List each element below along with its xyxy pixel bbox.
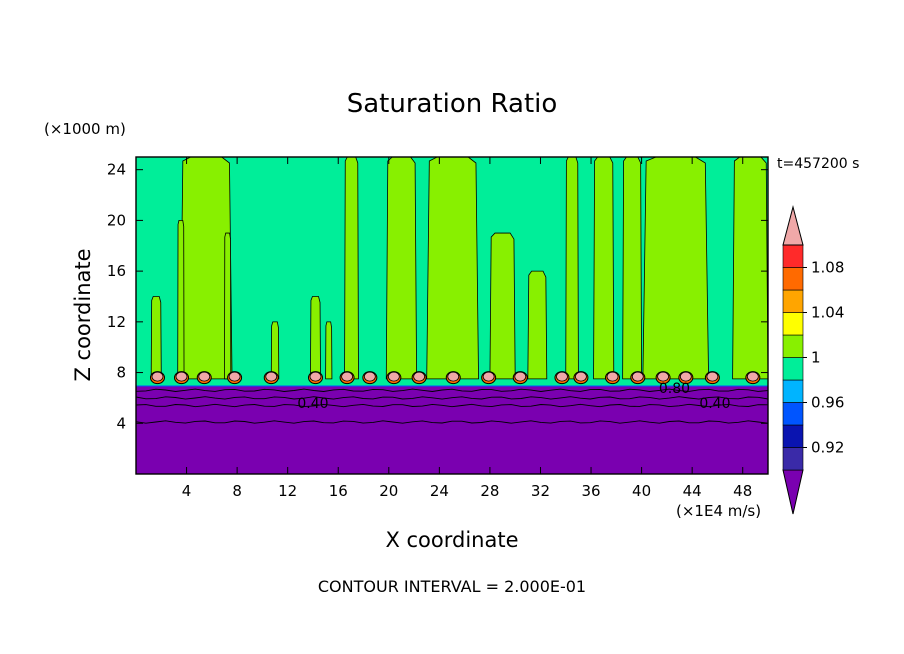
supersaturated-column (732, 157, 768, 380)
colorbar-segment (782, 402, 804, 426)
contour-label: 0.80 (659, 381, 690, 397)
colorbar-label: 1 (811, 349, 821, 367)
chart-title: Saturation Ratio (347, 89, 558, 119)
contour-label: 0.40 (699, 396, 730, 412)
y-tick-label: 16 (107, 262, 126, 280)
colorbar-segment (782, 447, 804, 471)
contour-line (136, 388, 768, 392)
x-tick-label: 8 (232, 482, 242, 500)
colorbar-segment (782, 334, 804, 358)
supersaturated-column (385, 157, 418, 380)
y-tick-label: 12 (107, 313, 126, 331)
cloud-blob-core (198, 371, 211, 382)
x-axis-label: X coordinate (385, 528, 518, 552)
contour-line (136, 420, 768, 424)
plot-frame (135, 156, 769, 475)
x-tick-label: 28 (480, 482, 499, 500)
colorbar-segment (782, 379, 804, 403)
x-tick-label: 12 (278, 482, 297, 500)
colorbar-segment (782, 244, 804, 268)
contour-interval-footer: CONTOUR INTERVAL = 2.000E-01 (318, 577, 586, 596)
x-tick-label: 36 (581, 482, 600, 500)
contour-line (136, 403, 768, 408)
y-tick-label: 24 (107, 161, 126, 179)
cloud-blob-core (309, 371, 322, 382)
x-tick-label: 48 (733, 482, 752, 500)
supersaturated-column (642, 157, 709, 380)
cloud-blob-core (657, 371, 669, 382)
cloud-blob-core (679, 371, 692, 382)
cloud-blob-core (606, 371, 619, 382)
colorbar-max-arrow (782, 205, 804, 246)
supersaturated-column (310, 296, 321, 380)
supersaturated-column (224, 232, 232, 380)
colorbar-segment (782, 312, 804, 336)
time-label: t=457200 s (777, 156, 859, 172)
y-tick-label: 4 (116, 414, 126, 432)
supersaturated-column (344, 157, 359, 380)
colorbar-label: 1.08 (811, 259, 844, 277)
x-tick-label: 40 (632, 482, 651, 500)
supersaturated-column (527, 270, 548, 380)
y-tick-label: 20 (107, 211, 126, 229)
colorbar: 0.92 0.96 1 1.04 1.08 (782, 205, 844, 515)
cloud-blob-core (151, 371, 164, 382)
plot-area: 0.40 0.40 0.80 (136, 157, 768, 474)
contour-label: 0.40 (297, 396, 328, 412)
cloud-blob-core (387, 371, 400, 382)
x-tick-label: 24 (430, 482, 449, 500)
x-tick-label: 32 (531, 482, 550, 500)
contour-line (136, 396, 768, 400)
y-tick-label: 8 (116, 364, 126, 382)
x-tick-label: 20 (379, 482, 398, 500)
cloud-blob-core (556, 371, 568, 382)
colorbar-segment (782, 267, 804, 291)
cloud-blob-core (341, 371, 353, 382)
y-axis-label: Z coordinate (71, 248, 95, 381)
colorbar-min-arrow (782, 469, 804, 515)
colorbar-segment (782, 289, 804, 313)
lower-dry-layer (136, 386, 768, 474)
colorbar-label: 0.96 (811, 394, 844, 412)
cloud-blob-core (514, 371, 527, 382)
x-unit-label: (×1E4 m/s) (676, 502, 761, 520)
x-axis-ticks: 4 8 12 16 20 24 28 32 36 40 44 48 (182, 157, 752, 500)
colorbar-label: 1.04 (811, 304, 844, 322)
cloud-blob-core (363, 371, 376, 382)
cloud-blob-core (575, 371, 587, 382)
supersaturated-column (150, 296, 162, 380)
cloud-blob-core (413, 371, 426, 382)
colorbar-segment (782, 424, 804, 448)
supersaturated-column (325, 321, 333, 380)
cloud-blob-core (228, 371, 241, 382)
x-tick-label: 4 (182, 482, 192, 500)
cloud-blob-core (706, 371, 719, 382)
x-tick-label: 16 (329, 482, 348, 500)
supersaturated-column (593, 157, 615, 380)
colorbar-segment (782, 357, 804, 381)
supersaturated-column (565, 157, 579, 380)
cloud-blob-core (746, 371, 759, 382)
x-tick-label: 44 (683, 482, 702, 500)
supersaturated-column (177, 220, 185, 380)
supersaturated-column (270, 321, 280, 380)
cloud-blob-core (265, 371, 278, 382)
supersaturated-column (489, 232, 516, 380)
colorbar-label: 0.92 (811, 439, 844, 457)
cloud-blob-core (175, 371, 188, 382)
supersaturated-column (622, 157, 643, 380)
cloud-blob-core (447, 371, 460, 382)
y-axis-ticks: 4 8 12 16 20 24 (107, 161, 768, 432)
cloud-blob-core (631, 371, 644, 382)
cloud-blob-core (482, 371, 495, 382)
y-unit-label: (×1000 m) (44, 120, 126, 138)
supersaturated-column (426, 157, 479, 380)
